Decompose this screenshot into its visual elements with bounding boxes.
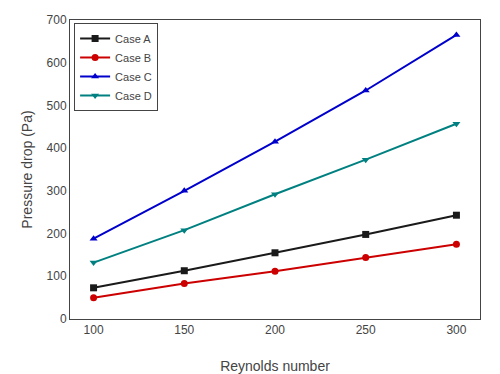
svg-text:300: 300	[47, 184, 67, 198]
svg-text:Case B: Case B	[115, 52, 151, 64]
svg-text:Case C: Case C	[115, 71, 152, 83]
svg-text:Pressure drop (Pa): Pressure drop (Pa)	[19, 110, 35, 228]
svg-text:100: 100	[84, 323, 104, 337]
svg-text:500: 500	[47, 99, 67, 113]
svg-text:200: 200	[265, 323, 285, 337]
svg-text:0: 0	[60, 312, 67, 326]
svg-text:200: 200	[47, 227, 67, 241]
svg-text:Reynolds number: Reynolds number	[220, 358, 330, 374]
svg-text:300: 300	[446, 323, 466, 337]
svg-text:Case D: Case D	[115, 90, 152, 102]
svg-text:600: 600	[47, 56, 67, 70]
svg-text:400: 400	[47, 141, 67, 155]
svg-text:250: 250	[356, 323, 376, 337]
svg-text:Case A: Case A	[115, 33, 151, 45]
svg-text:100: 100	[47, 269, 67, 283]
svg-text:700: 700	[47, 13, 67, 27]
svg-text:150: 150	[174, 323, 194, 337]
